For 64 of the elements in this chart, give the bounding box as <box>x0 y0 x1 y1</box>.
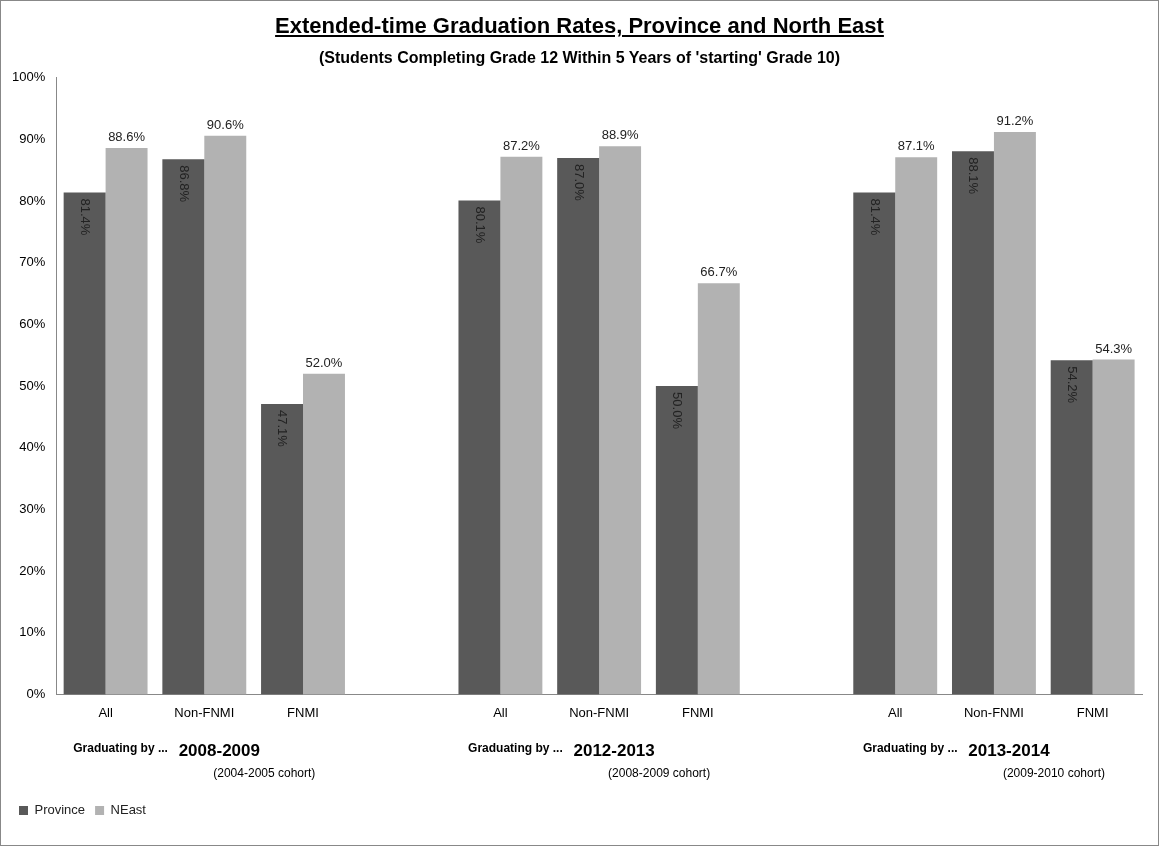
data-label: 80.1% <box>472 206 488 244</box>
data-label: 90.6% <box>206 116 245 132</box>
y-tick-label: 90% <box>19 131 46 147</box>
text: Graduating by ... <box>73 741 168 756</box>
x-tick-label: All <box>98 704 113 720</box>
bar <box>951 151 994 695</box>
text: 2008-2009 <box>178 740 260 760</box>
bar <box>458 200 501 695</box>
chart-subtitle: (Students Completing Grade 12 Within 5 Years of 'starting' Grade 10) <box>317 49 842 67</box>
y-tick-label: 80% <box>19 192 46 208</box>
data-label: 47.1% <box>275 409 291 448</box>
y-tick-label: 30% <box>19 501 46 516</box>
text: Graduating by ... <box>468 741 563 756</box>
bar <box>557 157 600 695</box>
data-label: 87.0% <box>571 163 587 202</box>
y-tick-label: 60% <box>19 316 46 332</box>
chart-title: Extended-time Graduation Rates, Province and North East <box>274 13 885 39</box>
bar <box>261 403 304 695</box>
text: Graduating by ... <box>862 741 958 756</box>
x-tick-label: All <box>493 704 508 720</box>
data-label: 88.9% <box>601 127 639 143</box>
data-label: 91.2% <box>996 113 1034 129</box>
bar <box>204 135 247 695</box>
bar <box>303 373 345 695</box>
x-tick-label: Non-FNMI <box>963 704 1024 720</box>
data-label: 66.7% <box>700 264 738 280</box>
y-tick-label: 40% <box>19 439 46 455</box>
text: (2004-2005 cohort) <box>213 766 316 781</box>
y-tick-label: 20% <box>19 562 46 578</box>
data-label: 88.1% <box>966 157 982 195</box>
bar <box>895 157 938 695</box>
data-label: 88.6% <box>108 129 146 145</box>
data-label: 87.2% <box>502 137 541 153</box>
legend-label: NEast <box>110 802 147 818</box>
data-label: 87.1% <box>897 138 936 154</box>
y-tick-label: 100% <box>12 69 46 85</box>
text: (2009-2010 cohort) <box>1002 766 1105 781</box>
x-tick-label: FNMI <box>681 704 714 720</box>
bar <box>655 386 698 695</box>
bar <box>993 132 1036 695</box>
bar <box>1050 360 1093 695</box>
x-tick-label: All <box>888 704 903 720</box>
data-label: 52.0% <box>305 354 343 370</box>
text: 2013-2014 <box>968 740 1051 760</box>
text: 2012-2013 <box>573 740 655 760</box>
bar <box>1092 359 1135 695</box>
y-tick-label: 0% <box>26 685 46 701</box>
x-tick-label: FNMI <box>287 704 319 720</box>
bar <box>105 148 148 695</box>
bar <box>599 146 642 695</box>
x-tick-label: Non-FNMI <box>569 704 630 720</box>
bar <box>162 159 205 695</box>
x-tick-label: Non-FNMI <box>174 704 235 720</box>
bar <box>500 156 543 695</box>
bar <box>697 283 740 695</box>
legend-label: Province <box>34 802 86 818</box>
y-tick-label: 70% <box>19 254 46 270</box>
data-label: 54.3% <box>1095 340 1133 356</box>
bar <box>63 192 106 695</box>
x-tick-label: FNMI <box>1076 704 1109 720</box>
y-tick-label: 10% <box>19 624 46 640</box>
y-tick-label: 50% <box>19 377 46 393</box>
text: (2008-2009 cohort) <box>608 766 711 781</box>
bar <box>853 192 896 695</box>
